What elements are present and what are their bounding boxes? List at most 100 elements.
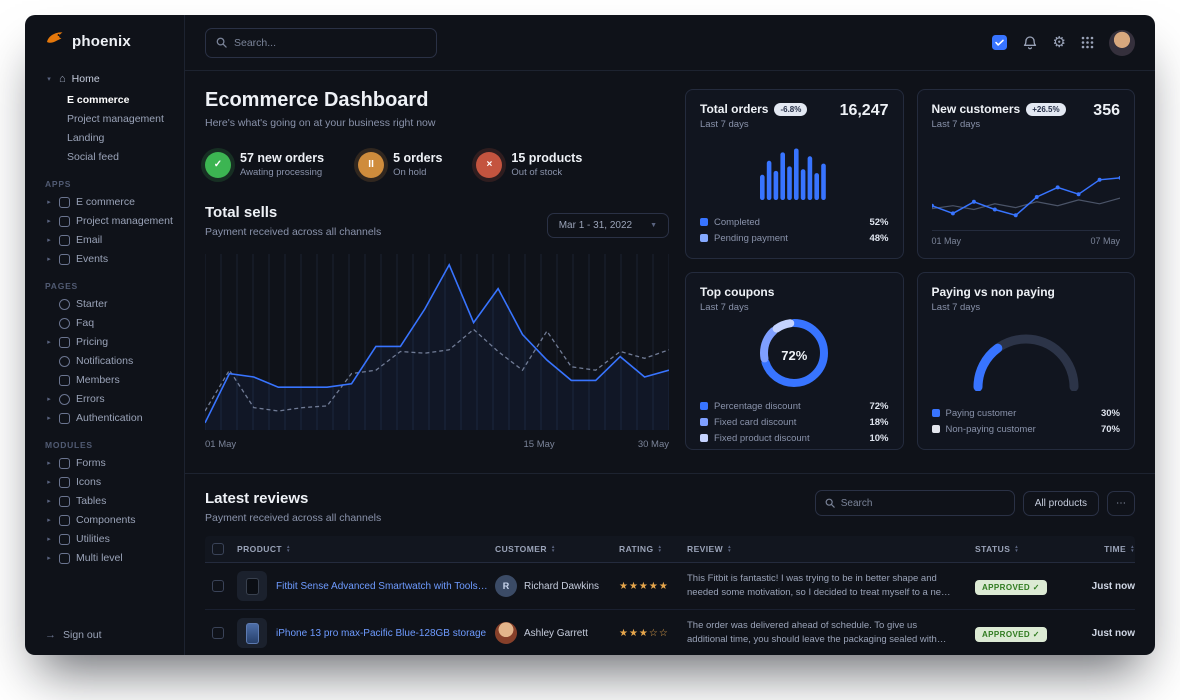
sort-icon: ▲ ▼ <box>727 543 732 553</box>
compass-icon <box>59 299 70 310</box>
sidebar-item-multi-level[interactable]: ▸ Multi level <box>25 549 184 568</box>
sidebar-item-events[interactable]: ▸ Events <box>25 250 184 269</box>
sidebar-group-home[interactable]: ▾ ⌂ Home <box>25 70 184 89</box>
sidebar-item-project-management[interactable]: ▸ Project management <box>25 212 184 231</box>
column-header-time[interactable]: TIME ▲ ▼ <box>1073 544 1135 554</box>
sidebar-item-e-commerce[interactable]: E commerce <box>67 94 130 106</box>
select-all-checkbox[interactable] <box>212 543 224 555</box>
reviews-table: PRODUCT ▲ ▼ CUSTOMER ▲ ▼ RATING ▲ ▼ REVIEW ▲ ▼ STATU… <box>205 536 1135 655</box>
rating-stars: ★★★☆☆ <box>619 627 669 639</box>
brand-logo[interactable]: phoenix <box>25 29 184 54</box>
sidebar-item-label: Starter <box>76 298 108 310</box>
sidebar-item-forms[interactable]: ▸ Forms <box>25 454 184 473</box>
column-header-product[interactable]: PRODUCT ▲ ▼ <box>237 544 489 554</box>
chevron-right-icon: ▸ <box>47 396 51 403</box>
sidebar-item-starter[interactable]: Starter <box>25 295 184 314</box>
sidebar-item-authentication[interactable]: ▸ Authentication <box>25 409 184 428</box>
legend-item: Non-paying customer 70% <box>931 421 1120 437</box>
sidebar-item-icons[interactable]: ▸ Icons <box>25 473 184 492</box>
sidebar-item-landing[interactable]: Landing <box>67 132 105 144</box>
sidebar-item-social-feed[interactable]: Social feed <box>67 151 119 163</box>
sidebar-item-label: Tables <box>76 495 107 507</box>
legend-value: 30% <box>1100 407 1120 419</box>
stats-row: ✓ 57 new orders Awating processing II 5 orde… <box>205 151 669 178</box>
user-avatar[interactable] <box>1109 29 1135 56</box>
new-customers-chart <box>931 130 1120 226</box>
sort-icon: ▲ ▼ <box>657 543 663 553</box>
trend-badge: -6.8% <box>774 102 808 116</box>
sidebar-item-components[interactable]: ▸ Components <box>25 511 184 530</box>
legend-swatch <box>931 409 940 417</box>
home-icon: ⌂ <box>59 73 66 85</box>
sidebar-item-utilities[interactable]: ▸ Utilities <box>25 530 184 549</box>
x-axis-label: 15 May <box>523 439 555 450</box>
chevron-right-icon: ▸ <box>47 199 51 206</box>
customer-name: Ashley Garrett <box>524 627 588 639</box>
legend-swatch <box>700 218 708 226</box>
column-label: CUSTOMER <box>495 544 547 554</box>
legend-value: 48% <box>869 232 889 244</box>
form-icon <box>59 458 70 469</box>
paying-card: Paying vs non paying Last 7 days Paying … <box>916 272 1135 450</box>
sidebar-item-label: Events <box>76 253 109 265</box>
sidebar-item-faq[interactable]: Faq <box>25 314 184 333</box>
row-checkbox[interactable] <box>212 580 224 592</box>
review-time: Just now <box>1091 627 1135 639</box>
legend-value: 10% <box>869 432 889 444</box>
global-search[interactable] <box>205 27 437 58</box>
sidebar-section-title-modules: MODULES <box>45 440 93 450</box>
status-badge: APPROVED ✓ <box>975 627 1047 642</box>
chevron-down-icon: ▾ <box>47 76 51 83</box>
sidebar-item-project-management[interactable]: Project management <box>67 113 164 125</box>
sidebar-item-pricing[interactable]: ▸ Pricing <box>25 333 184 352</box>
sidebar-item-label: E commerce <box>76 196 135 208</box>
app-window: phoenix ▾ ⌂ Home E commerce Project manageme… <box>25 15 1155 655</box>
bell-icon <box>59 356 70 367</box>
apps-grid-icon[interactable] <box>1081 36 1094 49</box>
sidebar-item-email[interactable]: ▸ Email <box>25 231 184 250</box>
sidebar-item-e-commerce[interactable]: ▸ E commerce <box>25 193 184 212</box>
stat-value: 15 products <box>511 151 583 165</box>
page-subtitle: Here's what's going on at your business … <box>205 117 436 129</box>
paying-gauge-chart <box>932 313 1121 405</box>
sidebar-item-tables[interactable]: ▸ Tables <box>25 492 184 511</box>
column-header-customer[interactable]: CUSTOMER ▲ ▼ <box>495 544 613 554</box>
x-axis-label: 01 May <box>205 439 237 450</box>
sidebar-item-label: Members <box>76 374 120 386</box>
total-sells-chart <box>204 252 670 435</box>
x-axis-label: 01 May <box>931 236 962 246</box>
review-row: Fitbit Sense Advanced Smartwatch with To… <box>205 563 1135 610</box>
checkbox-icon[interactable] <box>991 35 1007 50</box>
more-options-button[interactable]: ⋯ <box>1107 490 1135 516</box>
product-link[interactable]: iPhone 13 pro max-Pacific Blue-128GB sto… <box>276 627 487 639</box>
legend-swatch <box>700 418 708 426</box>
sidebar-item-members[interactable]: Members <box>25 371 184 390</box>
column-label: RATING <box>619 544 654 554</box>
column-header-rating[interactable]: RATING ▲ ▼ <box>619 544 681 554</box>
search-input[interactable] <box>234 36 426 49</box>
review-text: The order was delivered ahead of schedul… <box>687 619 937 645</box>
sidebar-item-label: Errors <box>76 393 105 405</box>
reviews-search-input[interactable] <box>840 497 1005 509</box>
bell-icon[interactable] <box>1022 35 1038 51</box>
card-title: Total orders <box>700 102 769 116</box>
product-link[interactable]: Fitbit Sense Advanced Smartwatch with To… <box>276 580 489 592</box>
sidebar-item-label: Email <box>76 234 103 246</box>
sidebar-item-label: Utilities <box>76 533 110 545</box>
row-checkbox[interactable] <box>212 627 224 639</box>
legend-item: Completed 52% <box>700 214 889 230</box>
layers-icon <box>59 553 70 564</box>
sign-out-button[interactable]: → Sign out <box>25 623 184 641</box>
chevron-right-icon: ▸ <box>47 256 51 263</box>
date-range-select[interactable]: Mar 1 - 31, 2022 ▼ <box>546 213 669 238</box>
components-icon <box>59 515 70 526</box>
column-header-status[interactable]: STATUS ▲ ▼ <box>975 544 1067 554</box>
all-products-button[interactable]: All products <box>1022 490 1099 516</box>
column-header-review[interactable]: REVIEW ▲ ▼ <box>687 544 969 554</box>
sidebar-item-notifications[interactable]: Notifications <box>25 352 184 371</box>
card-period: Last 7 days <box>931 119 981 130</box>
gear-icon[interactable]: ⚙ <box>1052 34 1066 51</box>
sidebar-item-label: Icons <box>76 476 102 488</box>
reviews-search[interactable] <box>814 490 1015 516</box>
sidebar-item-errors[interactable]: ▸ Errors <box>25 390 184 409</box>
